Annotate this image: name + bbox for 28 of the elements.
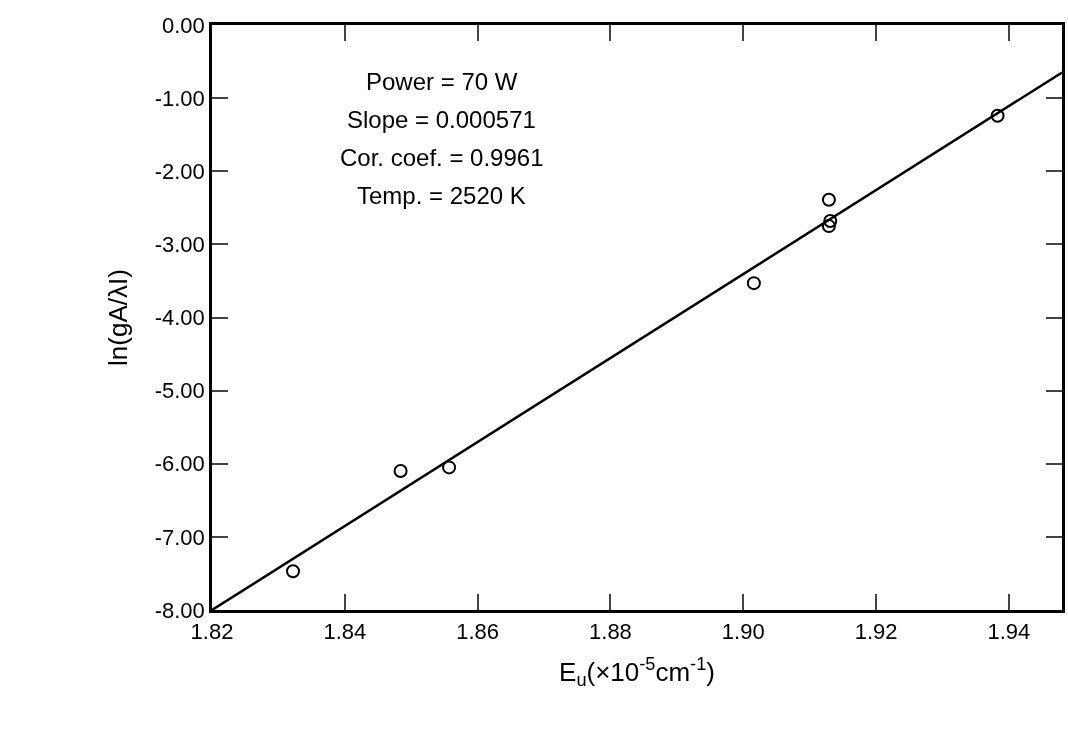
x-tick-label: 1.84 [323, 619, 367, 645]
x-tick-label: 1.86 [456, 619, 500, 645]
y-axis-title: ln(gA/λI) [103, 269, 134, 366]
point [393, 464, 408, 479]
y-tick-label: -6.00 [154, 451, 205, 477]
annotation: Slope = 0.000571 [347, 106, 536, 133]
point [442, 460, 457, 475]
annotation: Temp. = 2520 K [357, 182, 526, 209]
y-tick-label: 0.00 [162, 12, 205, 38]
x-tick-label: 1.90 [721, 619, 765, 645]
annotation: Cor. coef. = 0.9961 [340, 144, 544, 171]
y-tick-label: -3.00 [154, 232, 205, 258]
point [286, 564, 301, 579]
point [990, 108, 1005, 123]
annotation: Power = 70 W [366, 68, 518, 95]
x-tick-label: 1.92 [854, 619, 898, 645]
y-tick-label: -1.00 [154, 85, 205, 111]
point [821, 192, 836, 207]
y-tick-label: -7.00 [154, 524, 205, 550]
y-tick-label: -5.00 [154, 378, 205, 404]
y-tick-label: -2.00 [154, 158, 205, 184]
x-tick-label: 1.88 [589, 619, 632, 645]
point [821, 219, 836, 234]
y-tick-label: -4.00 [154, 305, 205, 331]
x-tick-label: 1.94 [987, 619, 1031, 645]
point [746, 276, 761, 291]
x-axis-title: E$_{u}$(×10$^{-5}$cm$^{-1}$) [559, 653, 715, 691]
point [823, 213, 838, 228]
